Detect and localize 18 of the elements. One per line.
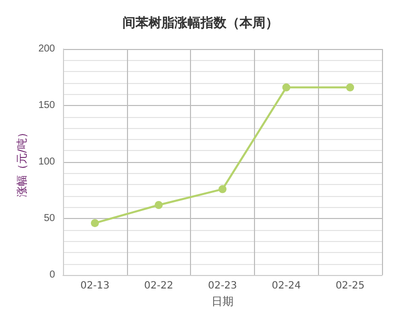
- y-axis-title: 涨幅（元/吨）: [15, 127, 28, 197]
- point: [346, 83, 354, 92]
- x-tick-label: 02-22: [144, 280, 174, 292]
- y-tick-label: 200: [38, 44, 56, 54]
- point: [282, 83, 290, 92]
- y-tick-label: 100: [38, 156, 56, 168]
- x-tick-label: 02-23: [208, 280, 238, 292]
- point: [90, 219, 99, 228]
- point: [154, 201, 163, 210]
- x-tick-label: 02-13: [80, 280, 110, 292]
- x-tick-label: 02-24: [272, 280, 301, 292]
- y-tick-label: 50: [44, 213, 56, 224]
- x-tick-label: 02-25: [336, 280, 365, 292]
- point: [218, 185, 226, 194]
- y-tick-label: 150: [38, 100, 56, 112]
- y-tick-label: 0: [49, 270, 56, 281]
- x-axis-title: 日期: [212, 295, 234, 308]
- chart-title: 间苯树脂涨幅指数（本周）: [122, 16, 278, 31]
